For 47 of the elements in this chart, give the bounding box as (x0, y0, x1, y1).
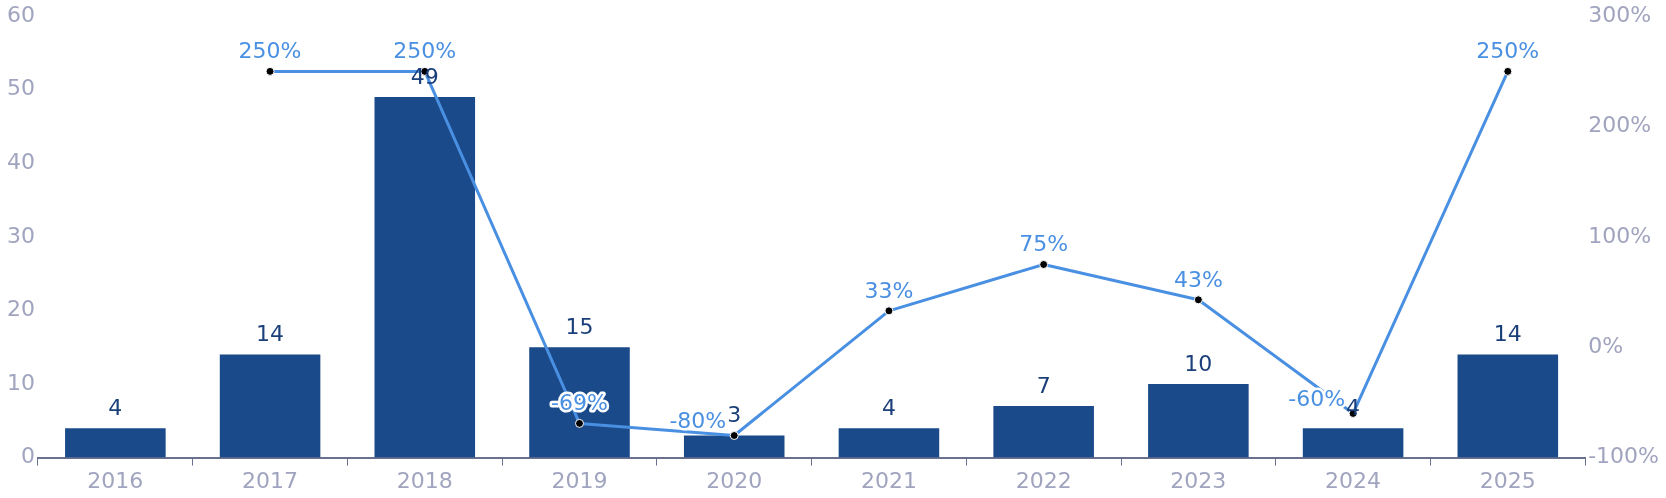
data-label: 14 (256, 321, 285, 347)
data-label: 3 (727, 402, 742, 428)
x-tick-label: 2019 (551, 467, 608, 493)
data-label: 7 (1036, 372, 1051, 398)
bar (1148, 384, 1249, 458)
x-tick-label: 2020 (706, 467, 763, 493)
bar (993, 406, 1094, 458)
bar (219, 354, 321, 458)
x-tick-label: 2022 (1015, 467, 1072, 493)
data-label: 250% (238, 38, 302, 64)
x-tick-label: 2025 (1479, 467, 1536, 493)
data-label: 250% (1476, 38, 1540, 64)
y2-tick-label: -100% (1588, 443, 1660, 469)
y-tick-label: 50 (6, 75, 35, 101)
data-label: 4 (108, 394, 123, 420)
bar (1457, 354, 1559, 458)
bar (1302, 428, 1404, 458)
y-tick-label: 20 (6, 296, 35, 322)
data-label: 43% (1173, 266, 1223, 292)
bar (838, 428, 940, 458)
bar (529, 347, 630, 458)
y-tick-label: 0 (20, 443, 35, 469)
y2-tick-label: 300% (1588, 1, 1652, 27)
y-tick-label: 30 (6, 222, 35, 248)
x-tick-label: 2023 (1170, 467, 1227, 493)
y-tick-label: 40 (6, 149, 35, 175)
data-label: 14 (1493, 321, 1522, 347)
bar (65, 428, 166, 458)
x-tick-label: 2017 (242, 467, 299, 493)
x-tick-label: 2021 (860, 467, 917, 493)
data-label: 15 (565, 313, 594, 339)
data-label: 10 (1184, 350, 1213, 376)
y2-tick-label: 0% (1588, 332, 1624, 358)
x-tick-label: 2016 (87, 467, 144, 493)
bar (683, 435, 785, 458)
data-label: 4 (881, 394, 896, 420)
x-tick-label: 2018 (396, 467, 453, 493)
data-label: 250% (393, 38, 457, 64)
y2-tick-label: 100% (1588, 222, 1652, 248)
y2-tick-label: 200% (1588, 112, 1652, 138)
data-label: -80% (669, 408, 727, 434)
y-tick-label: 60 (6, 1, 35, 27)
y-tick-label: 10 (6, 369, 35, 395)
x-tick-label: 2024 (1325, 467, 1382, 493)
data-label: 75% (1019, 231, 1069, 257)
bar (374, 97, 476, 458)
data-label: 33% (864, 277, 914, 303)
